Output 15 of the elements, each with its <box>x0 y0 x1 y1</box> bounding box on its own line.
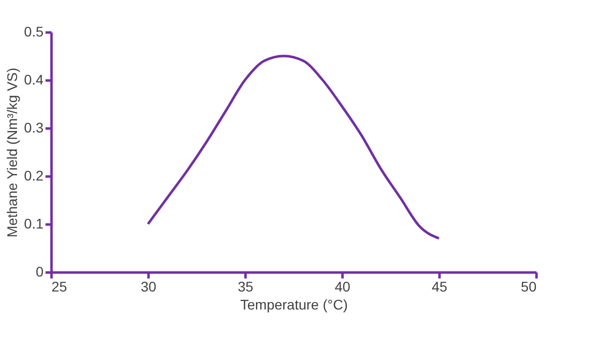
line-series <box>146 54 440 240</box>
y-tick-label: 0 <box>36 264 44 280</box>
x-tick-label: 45 <box>432 278 448 294</box>
x-axis-title: Temperature (°C) <box>240 296 348 312</box>
x-tick-label: 25 <box>52 278 68 294</box>
x-tick-label: 35 <box>238 278 254 294</box>
y-axis-title: Methane Yield (Nm³/kg VS) <box>4 68 20 238</box>
y-tick-label: 0.3 <box>24 120 44 136</box>
x-tick-label: 30 <box>140 278 156 294</box>
y-tick-label: 0.5 <box>24 24 44 40</box>
x-tick-label: 50 <box>520 278 537 294</box>
y-tick-label: 0.2 <box>24 168 44 184</box>
y-tick-label: 0.4 <box>24 72 44 88</box>
x-tick-label: 40 <box>334 278 350 294</box>
y-tick-label: 0.1 <box>24 216 44 232</box>
